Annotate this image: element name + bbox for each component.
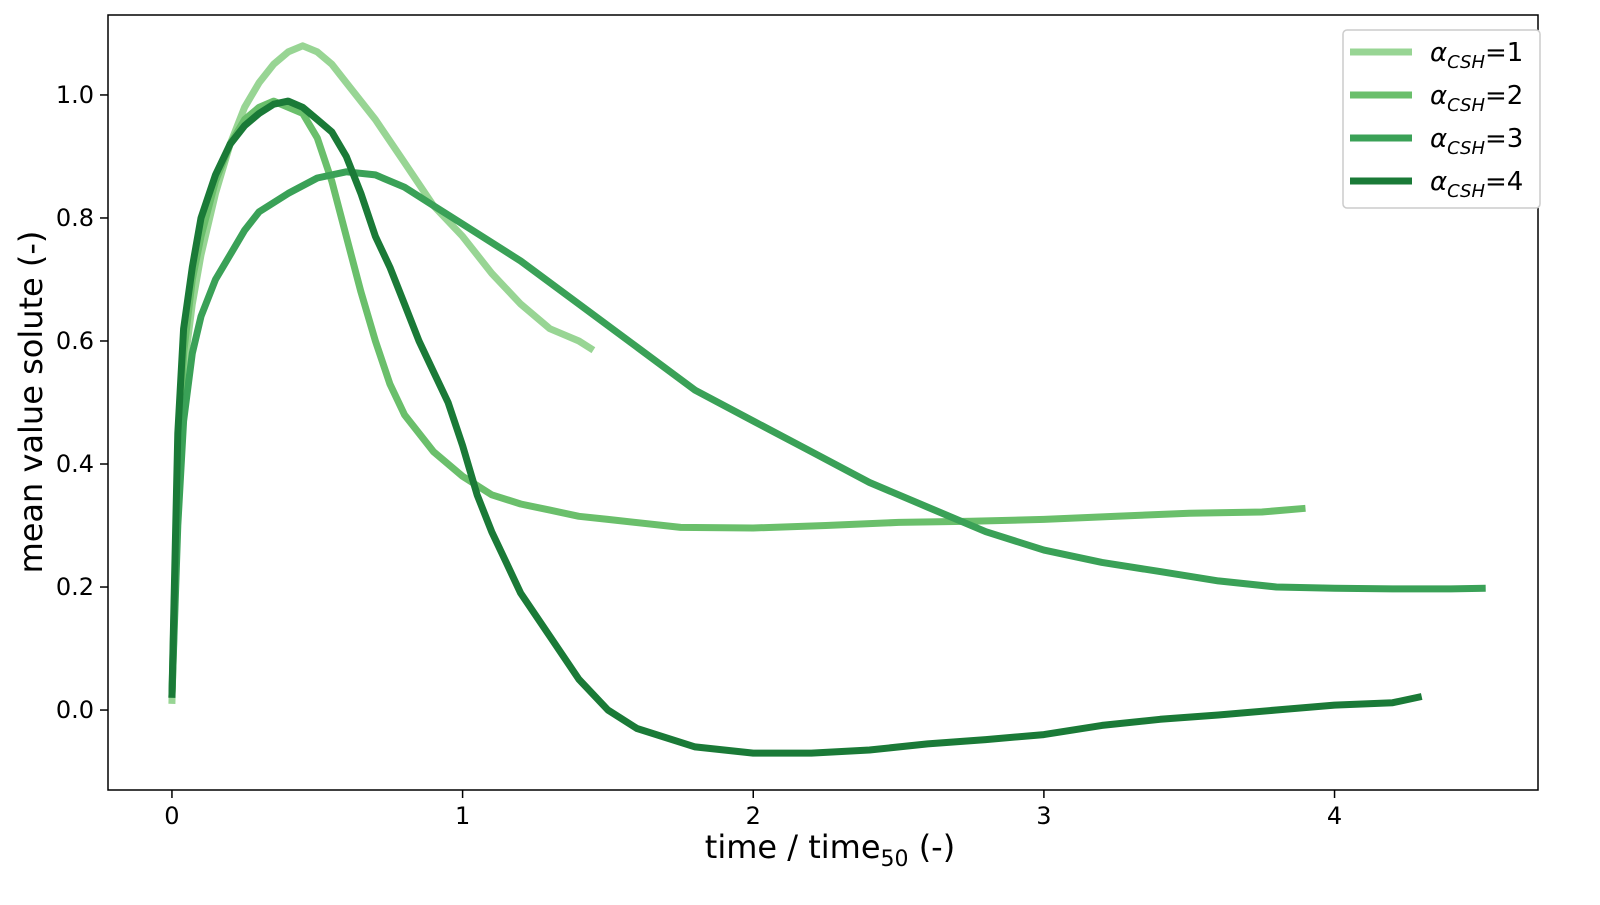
y-tick-label: 0.0 (56, 696, 94, 724)
series-line-2 (168, 97, 1306, 698)
legend-box (1342, 29, 1541, 209)
y-axis-ticks: 0.0 0.2 0.4 0.6 0.8 1.0 (56, 81, 108, 724)
series-line-4 (168, 97, 1423, 757)
y-tick-label: 0.8 (56, 204, 94, 232)
x-tick-label: 1 (455, 802, 470, 830)
plot-area-frame (107, 14, 1539, 791)
legend-label-4: αCSH=4 (1430, 167, 1523, 202)
x-axis-label: time / time50 (-) (705, 828, 955, 872)
legend-label-3: αCSH=3 (1430, 124, 1523, 159)
legend-label-2: αCSH=2 (1430, 81, 1523, 116)
x-tick-label: 0 (164, 802, 179, 830)
x-tick-label: 3 (1036, 802, 1051, 830)
x-tick-label: 2 (746, 802, 761, 830)
y-axis-label: mean value solute (-) (12, 231, 50, 574)
y-tick-label: 0.2 (56, 573, 94, 601)
y-tick-label: 1.0 (56, 81, 94, 109)
x-tick-label: 4 (1327, 802, 1342, 830)
series-line-3 (168, 168, 1486, 698)
y-tick-label: 0.4 (56, 450, 94, 478)
series-line-1 (168, 42, 596, 704)
legend: αCSH=1 αCSH=2 αCSH=3 αCSH=4 (1342, 29, 1541, 209)
y-tick-label: 0.6 (56, 327, 94, 355)
legend-label-1: αCSH=1 (1430, 38, 1523, 73)
x-axis-ticks: 0 1 2 3 4 (164, 790, 1342, 830)
series-layer (168, 42, 1486, 757)
